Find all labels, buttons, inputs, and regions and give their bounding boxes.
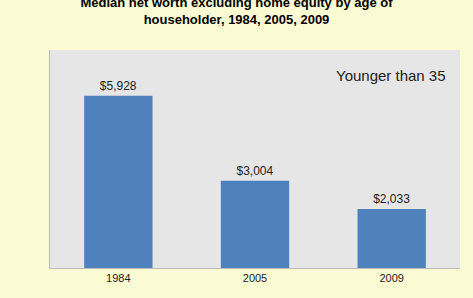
svg-text:2009: 2009	[379, 272, 403, 284]
svg-text:Younger than 35: Younger than 35	[336, 67, 446, 84]
svg-text:Median net worth excluding hom: Median net worth excluding home equity b…	[80, 0, 393, 27]
svg-text:$2,033: $2,033	[373, 192, 410, 206]
svg-text:$5,928: $5,928	[100, 79, 137, 93]
svg-text:1984: 1984	[106, 272, 130, 284]
svg-text:$3,004: $3,004	[236, 164, 273, 178]
svg-text:2005: 2005	[243, 272, 267, 284]
